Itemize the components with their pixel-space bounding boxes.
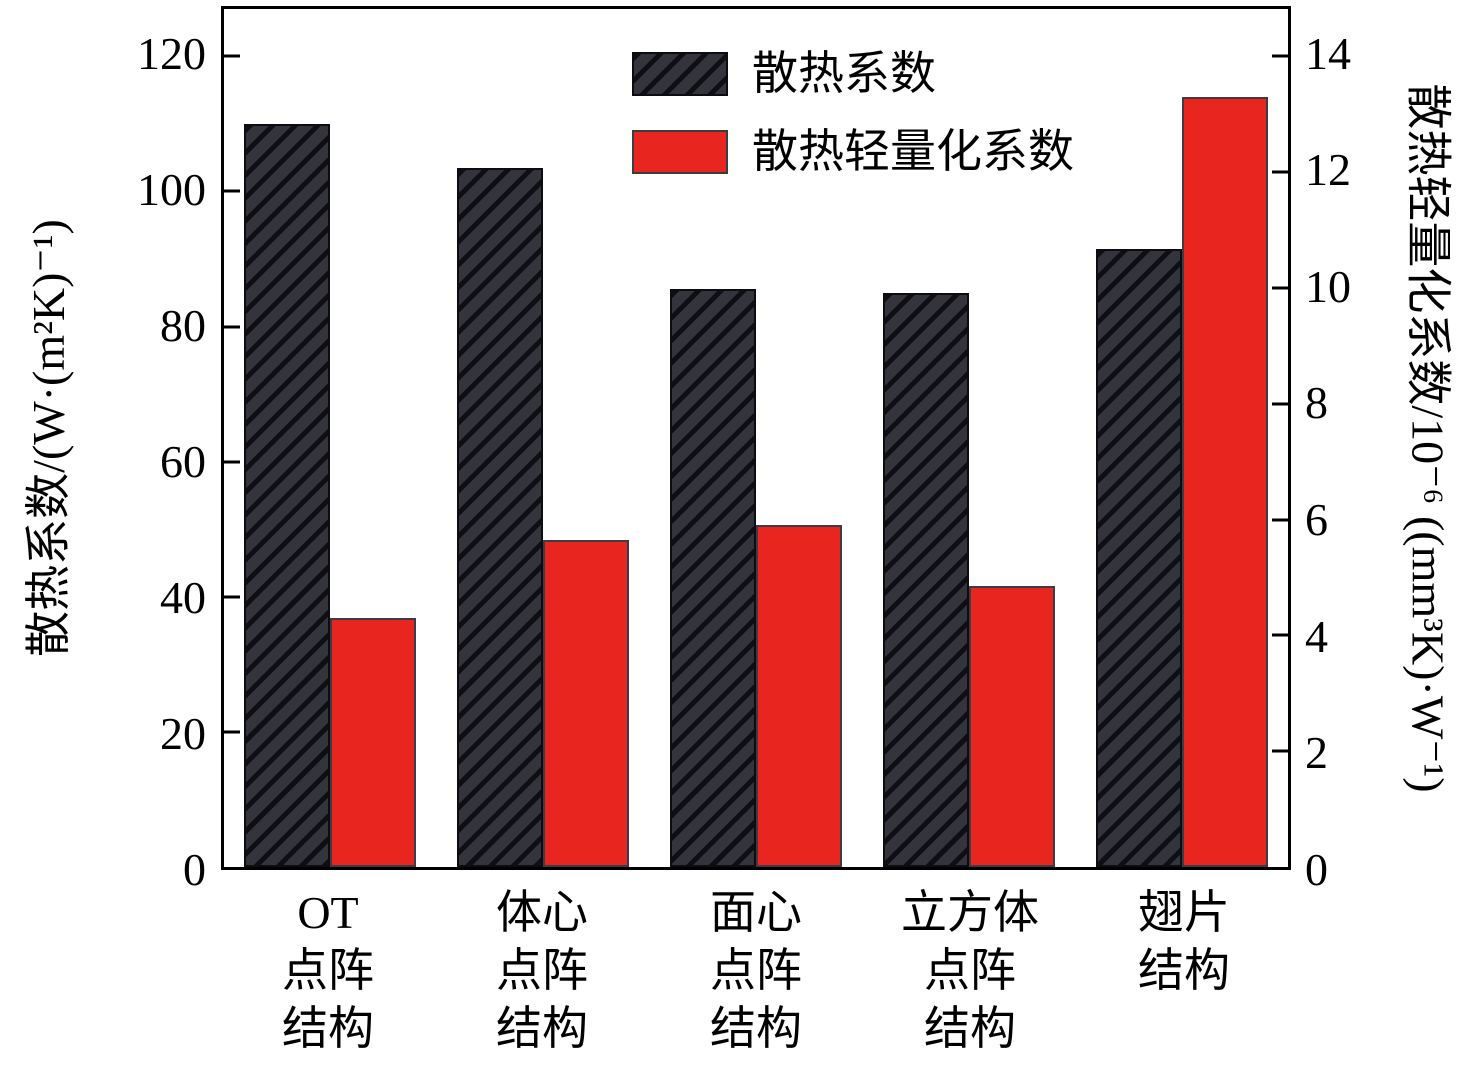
- right-tick-mark: [1272, 54, 1288, 58]
- lightweight-coefficient-bar: [543, 539, 630, 867]
- bar-group: [437, 9, 650, 867]
- left-tick-mark: [224, 730, 240, 734]
- category-label: 翅片 结构: [1138, 887, 1230, 996]
- right-y-axis-title-text: 散热轻量化系数/10⁻⁶ ((mm³K)·W⁻¹): [1403, 83, 1454, 793]
- left-tick-mark: [224, 54, 240, 58]
- left-tick-label: 20: [160, 707, 206, 759]
- right-tick-mark: [1272, 402, 1288, 406]
- legend-swatch-hatched: [632, 52, 728, 96]
- left-tick-label: 100: [137, 163, 206, 215]
- left-axis-ticks: 0 20 40 60 80 100 120: [80, 6, 206, 892]
- legend-item: 散热轻量化系数: [632, 129, 1074, 175]
- lightweight-coefficient-bar: [1181, 96, 1268, 867]
- left-tick-mark: [224, 460, 240, 464]
- right-tick-label: 4: [1305, 610, 1328, 662]
- left-tick-label: 40: [160, 571, 206, 623]
- heat-dissipation-bar: [1095, 248, 1182, 867]
- right-tick-mark: [1272, 518, 1288, 522]
- left-tick-label: 80: [160, 299, 206, 351]
- legend-label: 散热轻量化系数: [752, 126, 1074, 177]
- right-tick-mark: [1272, 170, 1288, 174]
- x-axis-labels: OT 点阵 结构 体心 点阵 结构 面心 点阵 结构 立方体 点阵 结构 翅片 结构: [221, 884, 1291, 1070]
- left-tick-label: 0: [183, 844, 206, 895]
- right-tick-label: 10: [1305, 260, 1351, 312]
- category-label: OT 点阵 结构: [282, 887, 374, 1054]
- left-tick-mark: [224, 595, 240, 599]
- lightweight-coefficient-bar: [755, 525, 842, 867]
- bar-group: [862, 9, 1075, 867]
- right-tick-label: 14: [1305, 27, 1351, 79]
- category-label: 立方体 点阵 结构: [901, 887, 1039, 1054]
- category-label: 体心 点阵 结构: [496, 887, 588, 1054]
- bar-group: [1075, 9, 1288, 867]
- right-tick-label: 12: [1305, 144, 1351, 196]
- legend-label: 散热系数: [752, 48, 936, 99]
- heat-dissipation-bar: [457, 167, 544, 867]
- left-tick-mark: [224, 325, 240, 329]
- heat-dissipation-bar: [244, 123, 331, 867]
- right-tick-label: 0: [1305, 844, 1328, 895]
- left-y-axis-title: 散热系数/(W·(m²K)⁻¹): [6, 6, 84, 870]
- heat-dissipation-bar: [882, 292, 969, 867]
- right-tick-mark: [1272, 633, 1288, 637]
- legend-swatch-red: [632, 130, 728, 174]
- right-tick-mark: [1272, 749, 1288, 753]
- right-y-axis-title: 散热轻量化系数/10⁻⁶ ((mm³K)·W⁻¹): [1392, 6, 1472, 870]
- right-axis-ticks: 0 2 4 6 8 10 12 14: [1305, 6, 1415, 892]
- plot-area: 散热系数散热轻量化系数: [221, 6, 1291, 870]
- left-tick-label: 60: [160, 435, 206, 487]
- right-tick-label: 6: [1305, 494, 1328, 546]
- lightweight-coefficient-bar: [968, 586, 1055, 867]
- right-tick-label: 2: [1305, 727, 1328, 779]
- heat-dissipation-bar: [670, 289, 756, 867]
- bar-group: [650, 9, 863, 867]
- right-tick-label: 8: [1305, 377, 1328, 429]
- left-tick-label: 120: [137, 27, 206, 79]
- left-y-axis-title-text: 散热系数/(W·(m²K)⁻¹): [23, 219, 74, 657]
- category-label: 面心 点阵 结构: [710, 887, 802, 1054]
- legend: 散热系数散热轻量化系数: [632, 51, 1074, 175]
- lightweight-coefficient-bar: [330, 618, 417, 867]
- left-tick-mark: [224, 189, 240, 193]
- right-tick-mark: [1272, 286, 1288, 290]
- bar-group: [224, 9, 437, 867]
- legend-item: 散热系数: [632, 51, 1074, 97]
